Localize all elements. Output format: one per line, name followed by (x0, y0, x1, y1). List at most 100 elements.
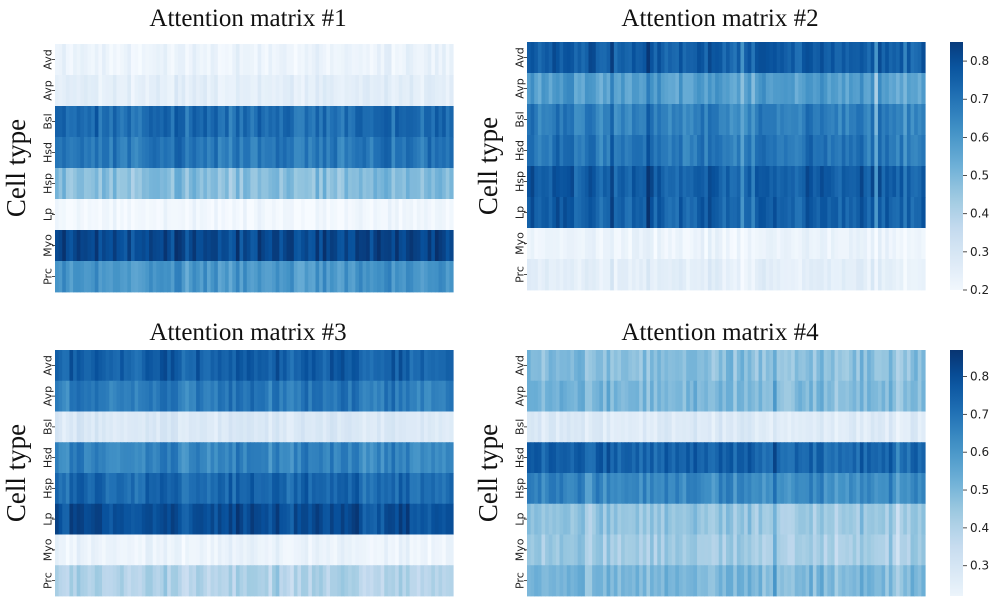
heatmap-cell (409, 473, 414, 505)
heatmap-cell (91, 473, 96, 505)
heatmap-cell (358, 168, 364, 200)
heatmap-cell (301, 380, 306, 412)
heatmap-cell (170, 534, 175, 566)
heatmap-cell (362, 534, 367, 566)
heatmap-cell (885, 565, 890, 597)
heatmap-cell (769, 380, 774, 412)
heatmap-cell (566, 228, 572, 260)
heatmap-cell (700, 166, 705, 198)
heatmap-cell (138, 442, 143, 474)
heatmap-cell (809, 380, 814, 412)
heatmap-cell (798, 411, 803, 443)
heatmap-cell (657, 73, 662, 105)
heatmap-cell (660, 503, 666, 535)
heatmap-cell (221, 565, 226, 597)
heatmap-cell (624, 503, 629, 535)
heatmap-cell (754, 259, 760, 291)
heatmap-cell (577, 411, 582, 443)
heatmap-cell (682, 166, 687, 198)
heatmap-cell (776, 411, 781, 443)
heatmap-cell (751, 534, 756, 566)
heatmap-cell (762, 473, 767, 505)
heatmap-cell (823, 442, 828, 474)
heatmap-cell (232, 261, 237, 293)
heatmap-cell (559, 135, 564, 167)
heatmap-cell (87, 565, 92, 597)
heatmap-cell (431, 44, 436, 76)
heatmap-cell (606, 42, 611, 74)
heatmap-cell (635, 42, 640, 74)
heatmap-cell (58, 473, 63, 505)
heatmap-cell (780, 104, 785, 136)
heatmap-cell (744, 411, 749, 443)
heatmap-cell (380, 565, 385, 597)
heatmap-cell (416, 137, 422, 169)
heatmap-cell (366, 350, 371, 382)
heatmap-cell (776, 166, 781, 198)
heatmap-cell (870, 350, 875, 382)
heatmap-cell (769, 411, 774, 443)
heatmap-cell (413, 442, 418, 474)
heatmap-cell (409, 442, 414, 474)
heatmap-cell (174, 75, 179, 107)
heatmap-cell (272, 380, 277, 412)
heatmap-cell (279, 411, 284, 443)
heatmap-cell (816, 42, 821, 74)
heatmap-cell (152, 261, 157, 293)
heatmap-cell (217, 168, 223, 200)
heatmap-cell (225, 168, 230, 200)
heatmap-cell (65, 534, 71, 566)
heatmap-cell (225, 350, 230, 382)
heatmap-cell (420, 261, 425, 293)
heatmap-cell (210, 106, 215, 138)
heatmap-cell (896, 380, 901, 412)
heatmap-cell (642, 73, 647, 105)
heatmap-cell (657, 442, 662, 474)
heatmap-cell (830, 73, 836, 105)
heatmap-cell (98, 230, 103, 262)
heatmap-cell (214, 44, 219, 76)
heatmap-cell (416, 261, 422, 293)
heatmap-cell (563, 565, 568, 597)
heatmap-cell (120, 168, 125, 200)
heatmap-cell (159, 565, 165, 597)
heatmap-cell (134, 411, 139, 443)
heatmap-cell (405, 261, 411, 293)
heatmap-cell (602, 166, 608, 198)
heatmap-cell (595, 197, 600, 229)
heatmap-cell (841, 73, 846, 105)
heatmap-cell (297, 106, 302, 138)
heatmap-cell (152, 534, 157, 566)
heatmap-cell (326, 44, 331, 76)
colorbar-tick-label: 0.6 (970, 130, 989, 144)
heatmap-cell (373, 411, 378, 443)
heatmap-cell (657, 135, 662, 167)
heatmap-cell (272, 534, 277, 566)
heatmap-cell (87, 411, 92, 443)
heatmap-cell (355, 261, 360, 293)
heatmap-cells (527, 350, 926, 597)
heatmap-cell (246, 44, 251, 76)
heatmap-cell (311, 106, 317, 138)
heatmap-cell (624, 380, 629, 412)
heatmap-cell (282, 261, 288, 293)
heatmap-cell (729, 104, 734, 136)
heatmap-cell (801, 104, 807, 136)
heatmap-cell (816, 503, 821, 535)
heatmap-cell (69, 411, 74, 443)
heatmap-cell (671, 135, 676, 167)
heatmap-cell (581, 228, 586, 260)
heatmap-cell (167, 473, 172, 505)
heatmap-cell (315, 350, 320, 382)
heatmap-cell (301, 106, 306, 138)
heatmap-cell (686, 42, 691, 74)
heatmap-cell (834, 350, 839, 382)
heatmap-cell (809, 565, 814, 597)
heatmap-cell (845, 166, 850, 198)
heatmap-cell (206, 380, 212, 412)
heatmap-cell (76, 199, 81, 231)
heatmap-cell (682, 565, 687, 597)
heatmap-cell (116, 168, 121, 200)
heatmap-cell (272, 473, 277, 505)
heatmap-cell (73, 442, 78, 474)
